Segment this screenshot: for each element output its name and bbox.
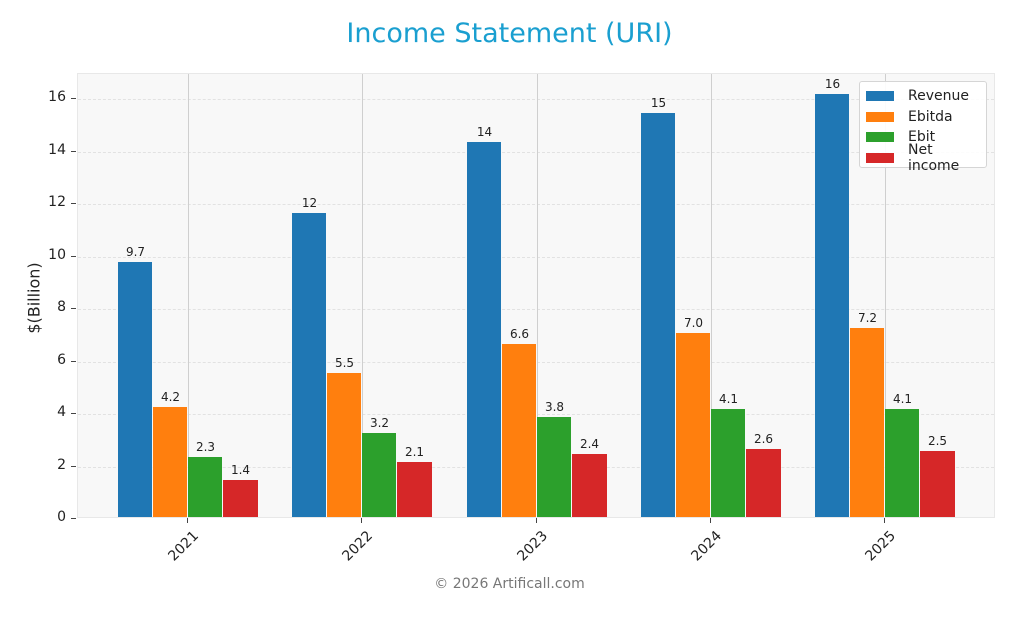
bar-net-income-2023 [572, 454, 607, 517]
legend-swatch-icon [866, 111, 894, 122]
x-tick-mark [884, 518, 885, 523]
h-gridline [78, 361, 994, 363]
bar-revenue-2021 [118, 262, 152, 517]
y-tick-mark [71, 413, 76, 414]
bar-value-label: 12 [301, 195, 318, 210]
y-tick-mark [71, 360, 76, 362]
legend-item-ebitda: Ebitda [866, 107, 980, 128]
chart-title: Income Statement (URI) [346, 18, 673, 49]
bar-ebitda-2024 [676, 333, 710, 517]
x-tick-label: 2022 [339, 528, 377, 565]
y-tick-label: 14 [48, 141, 66, 158]
bar-value-label: 6.6 [509, 326, 530, 341]
bar-net-income-2025 [920, 451, 955, 517]
y-tick-label: 8 [57, 299, 66, 315]
bar-value-label: 4.2 [160, 389, 181, 404]
y-tick-mark [71, 150, 76, 152]
v-gridline [711, 74, 712, 517]
h-gridline [78, 151, 994, 153]
v-gridline [885, 74, 886, 517]
bar-ebitda-2022 [327, 372, 361, 517]
legend-label: Revenue [908, 88, 969, 105]
legend-swatch-icon [866, 152, 894, 163]
bar-value-label: 2.3 [195, 439, 216, 454]
h-gridline [78, 466, 994, 468]
bar-revenue-2023 [467, 141, 501, 517]
plot-area: 9.7 4.2 2.3 1.4 12 5.5 3.2 2.1 14 6.6 3.8 2.4 15 7.0 4… [77, 73, 995, 518]
bar-value-label: 3.2 [369, 416, 390, 430]
y-tick-label: 6 [57, 351, 66, 368]
y-tick-label: 2 [57, 456, 66, 473]
bar-ebit-2024 [711, 409, 745, 517]
bar-value-label: 16 [824, 77, 841, 92]
bar-value-label: 7.0 [683, 316, 704, 331]
x-tick-label: 2025 [862, 528, 900, 565]
legend-label: Ebit [908, 129, 936, 146]
y-tick-mark [71, 518, 76, 519]
bar-value-label: 2.6 [753, 431, 774, 446]
bar-revenue-2025 [815, 94, 849, 517]
y-tick-label: 12 [48, 194, 66, 210]
bar-value-label: 2.1 [404, 444, 425, 459]
legend-swatch-icon [866, 91, 894, 102]
bar-value-label: 4.1 [892, 392, 913, 407]
bar-ebit-2023 [537, 417, 571, 517]
v-gridline [362, 74, 363, 517]
y-tick-label: 0 [57, 509, 66, 525]
bar-ebitda-2023 [502, 343, 536, 517]
bar-net-income-2024 [746, 448, 781, 517]
bar-value-label: 1.4 [230, 463, 251, 478]
bar-net-income-2022 [397, 461, 432, 517]
h-gridline [78, 256, 994, 258]
x-tick-label: 2024 [688, 528, 726, 565]
legend-item-net-income: Net income [866, 142, 980, 174]
y-tick-mark [71, 203, 76, 204]
bar-ebit-2021 [188, 456, 222, 517]
bar-revenue-2022 [292, 212, 326, 517]
x-tick-mark [361, 518, 362, 523]
y-tick-label: 16 [48, 89, 66, 105]
bar-value-label: 9.7 [125, 245, 146, 260]
bar-ebit-2025 [885, 409, 919, 517]
bar-value-label: 5.5 [334, 355, 355, 370]
h-gridline [78, 309, 994, 310]
legend: Revenue Ebitda Ebit Net income [859, 81, 987, 174]
h-gridline [78, 414, 994, 415]
legend-label: Net income [908, 141, 960, 174]
legend-item-revenue: Revenue [866, 86, 980, 107]
legend-swatch-icon [866, 132, 894, 143]
h-gridline [78, 99, 994, 100]
bar-value-label: 15 [650, 95, 667, 110]
bar-value-label: 2.5 [927, 434, 948, 449]
x-tick-mark [187, 518, 188, 523]
bar-net-income-2021 [223, 480, 258, 517]
bar-ebit-2022 [362, 433, 396, 517]
bar-revenue-2024 [641, 112, 675, 517]
y-tick-mark [71, 255, 76, 257]
bar-ebitda-2021 [153, 406, 187, 517]
legend-item-ebit: Ebit [866, 127, 980, 148]
x-tick-label: 2023 [514, 528, 552, 565]
legend-label: Ebitda [908, 108, 953, 125]
bar-value-label: 14 [476, 124, 493, 139]
y-tick-mark [71, 465, 76, 467]
h-gridline [78, 204, 994, 205]
bar-value-label: 7.2 [857, 311, 878, 325]
v-gridline [537, 74, 538, 517]
bar-value-label: 4.1 [718, 392, 739, 407]
footer-copyright: © 2026 Artificall.com [434, 576, 585, 592]
y-tick-mark [71, 98, 76, 99]
bar-value-label: 2.4 [579, 437, 600, 451]
x-tick-mark [710, 518, 711, 523]
y-axis-label: $(Billion) [24, 262, 44, 334]
x-tick-mark [536, 518, 537, 523]
y-tick-label: 4 [57, 404, 66, 420]
x-tick-label: 2021 [165, 528, 203, 565]
y-tick-mark [71, 308, 76, 309]
bar-value-label: 3.8 [544, 400, 565, 415]
v-gridline [188, 74, 189, 517]
bar-ebitda-2025 [850, 328, 884, 517]
y-tick-label: 10 [48, 246, 66, 263]
